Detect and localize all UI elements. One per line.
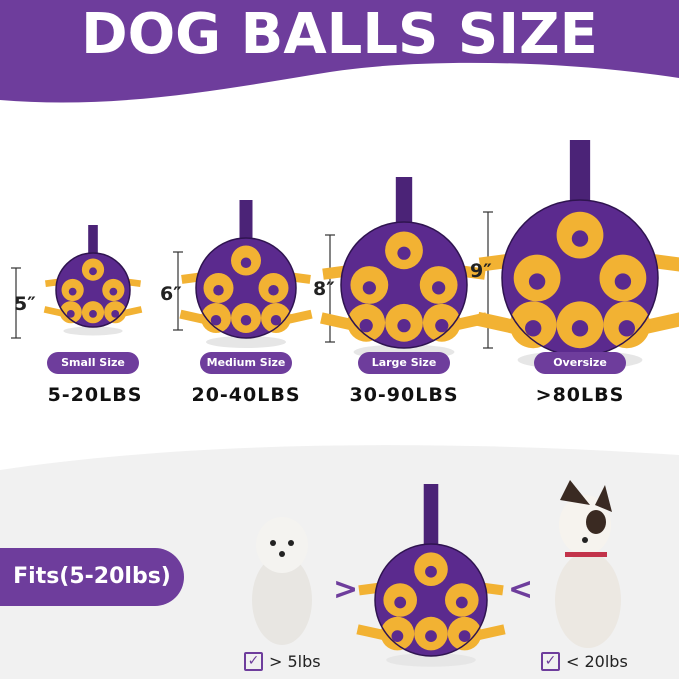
weight-oversize: >80LBS — [535, 384, 625, 406]
paw-icon — [397, 319, 411, 333]
paw-icon — [397, 246, 411, 260]
paw-icon — [425, 630, 437, 642]
paw-icon — [359, 319, 373, 333]
paw-icon — [458, 630, 471, 642]
paw-icon — [618, 320, 635, 337]
size-pill-large: Large Size — [358, 352, 450, 374]
small-white-dog-image — [252, 517, 312, 645]
ball-oversize — [476, 140, 679, 370]
paw-icon — [425, 565, 437, 578]
max-weight-label: < 20lbs — [566, 652, 628, 671]
page-title: DOG BALLS SIZE — [81, 2, 598, 67]
paw-icon — [240, 257, 252, 268]
paw-icon — [210, 315, 222, 326]
paw-icon — [66, 309, 75, 318]
paw-icon — [89, 267, 97, 276]
paw-icon — [525, 320, 542, 337]
paw-icon — [571, 320, 589, 337]
weight-medium: 20-40LBS — [191, 384, 301, 406]
dimension-oversize: 9″ — [470, 260, 492, 282]
weight-large: 30-90LBS — [349, 384, 459, 406]
ball-fits-small — [356, 484, 506, 667]
min-weight-check: ✓ > 5lbs — [244, 652, 321, 671]
ball-medium — [179, 200, 313, 348]
ball-large — [320, 177, 488, 360]
paw-icon — [435, 319, 449, 333]
paw-icon — [362, 281, 376, 295]
paw-icon — [432, 281, 446, 295]
paw-icon — [213, 285, 224, 296]
greater-than-sign: > — [333, 572, 359, 607]
paw-icon — [571, 230, 589, 247]
max-weight-check: ✓ < 20lbs — [541, 652, 628, 671]
jack-russell-dog-image — [555, 480, 621, 648]
paw-icon — [614, 273, 632, 290]
min-weight-label: > 5lbs — [269, 652, 321, 671]
header-banner — [0, 0, 679, 103]
paw-icon — [270, 315, 282, 326]
dimension-large: 8″ — [313, 278, 335, 300]
paw-icon — [394, 596, 407, 609]
dimension-medium: 6″ — [160, 283, 182, 305]
paw-icon — [109, 287, 118, 296]
checkbox-checked-icon: ✓ — [244, 652, 263, 671]
ball-small — [43, 225, 143, 336]
weight-small: 5-20LBS — [47, 384, 143, 406]
checkbox-checked-icon: ✓ — [541, 652, 560, 671]
paw-icon — [68, 287, 77, 296]
strap — [88, 225, 98, 268]
fits-badge: Fits(5-20lbs) — [0, 548, 184, 606]
bottom-panel — [0, 445, 679, 679]
paw-icon — [528, 273, 546, 290]
size-pill-oversize: Oversize — [534, 352, 626, 374]
paw-icon — [391, 630, 404, 642]
less-than-sign: < — [508, 572, 534, 607]
paw-icon — [268, 285, 279, 296]
paw-icon — [89, 309, 97, 318]
dimension-small: 5″ — [14, 293, 36, 315]
size-pill-medium: Medium Size — [200, 352, 292, 374]
paw-icon — [240, 315, 252, 326]
paw-icon — [455, 596, 468, 609]
paw-icon — [111, 309, 120, 318]
size-pill-small: Small Size — [47, 352, 139, 374]
